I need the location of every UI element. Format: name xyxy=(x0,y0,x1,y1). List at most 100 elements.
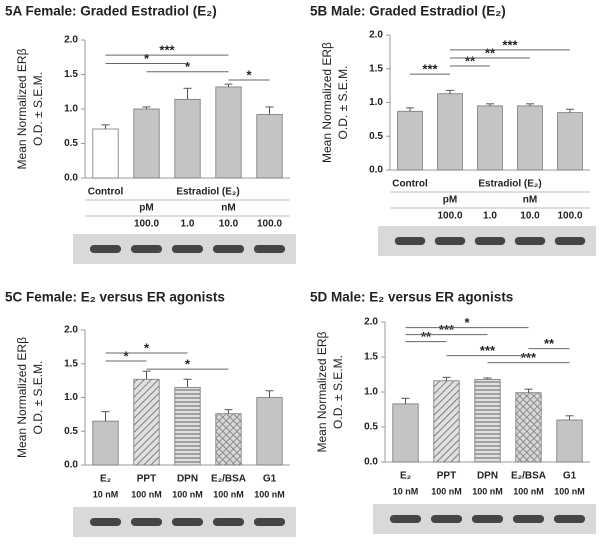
error-bar xyxy=(446,89,454,94)
unit-label: nM xyxy=(221,203,235,214)
bar xyxy=(215,86,242,179)
significance-label: * xyxy=(246,67,252,82)
significance-label: * xyxy=(185,357,191,372)
y-axis-label: O.D. ± S.E.M. xyxy=(31,361,45,435)
blot-band xyxy=(253,245,286,253)
blot-band xyxy=(430,515,463,523)
error-bar xyxy=(442,376,451,381)
x-tick-label: 100.0 xyxy=(134,219,159,230)
group-label: Control xyxy=(88,187,124,198)
panel-title: 5C Female: E₂ versus ER agonists xyxy=(5,290,225,305)
dose-label: 100 nM xyxy=(254,489,285,499)
group-label: Control xyxy=(392,179,428,190)
y-axis-label: O.D. ± S.E.M. xyxy=(331,355,345,429)
blot-band xyxy=(212,245,245,253)
y-tick-label: 0.0 xyxy=(364,457,378,468)
significance-label: * xyxy=(123,348,129,363)
y-tick-label: 2.0 xyxy=(364,317,378,328)
dose-label: 100 nM xyxy=(213,489,244,499)
significance-label: ** xyxy=(544,336,555,351)
bar xyxy=(474,378,501,463)
y-tick-label: 0.5 xyxy=(64,426,78,437)
error-bar xyxy=(406,107,414,112)
error-bar xyxy=(142,106,151,109)
y-tick-label: 1.5 xyxy=(64,69,78,80)
significance-label: * xyxy=(144,51,150,66)
bar xyxy=(256,114,283,179)
significance-label: *** xyxy=(480,343,496,358)
x-tick-label: E₂ xyxy=(400,471,411,482)
blot-band xyxy=(89,518,122,526)
blot-band xyxy=(553,515,586,523)
blot-band xyxy=(171,518,204,526)
blot-band xyxy=(514,237,546,245)
dose-label: 100 nM xyxy=(131,489,162,499)
group-label: Estradiol (E₂) xyxy=(478,179,541,190)
dose-label: 10 nM xyxy=(393,486,419,496)
x-tick-label: 1.0 xyxy=(181,219,195,230)
error-bar xyxy=(524,388,533,393)
blot-band xyxy=(394,237,426,245)
x-tick-label: DPN xyxy=(477,471,498,482)
bar xyxy=(174,386,201,466)
x-tick-label: PPT xyxy=(137,474,156,485)
significance-label: *** xyxy=(159,43,175,58)
x-tick-label: 10.0 xyxy=(219,219,239,230)
error-bar xyxy=(183,378,192,388)
x-tick-label: G1 xyxy=(563,471,577,482)
y-tick-label: 1.5 xyxy=(364,352,378,363)
error-bar xyxy=(224,83,233,87)
y-tick-label: 1.0 xyxy=(64,392,78,403)
error-bar xyxy=(526,103,534,106)
y-tick-label: 1.0 xyxy=(364,387,378,398)
y-tick-label: 2.0 xyxy=(64,35,78,46)
blot-band xyxy=(389,515,422,523)
bar xyxy=(133,378,160,466)
significance-label: * xyxy=(464,315,470,330)
x-tick-label: E₂/BSA xyxy=(511,471,546,482)
error-bar xyxy=(101,124,110,130)
bar xyxy=(477,105,503,171)
dose-label: 100 nM xyxy=(431,486,462,496)
blot-band xyxy=(130,245,163,253)
error-bar xyxy=(265,106,274,115)
blot-band xyxy=(512,515,545,523)
y-tick-label: 0.0 xyxy=(369,165,383,176)
bar xyxy=(174,98,201,179)
significance-label: ** xyxy=(485,45,496,60)
x-tick-label: 100.0 xyxy=(557,211,582,222)
bar xyxy=(433,380,460,463)
blot-band xyxy=(474,237,506,245)
blot-band xyxy=(89,245,122,253)
x-tick-label: DPN xyxy=(177,474,198,485)
y-axis-label: Mean Normalized ERβ xyxy=(15,48,29,169)
significance-label: *** xyxy=(422,62,438,77)
y-tick-label: 2.0 xyxy=(64,325,78,336)
group-label: Estradiol (E₂) xyxy=(176,187,239,198)
error-bar xyxy=(265,390,274,398)
unit-label: pM xyxy=(443,195,457,206)
error-bar xyxy=(486,103,494,106)
error-bar xyxy=(183,87,192,100)
y-tick-label: 0.0 xyxy=(64,460,78,471)
blot-band xyxy=(471,515,504,523)
y-tick-label: 1.0 xyxy=(369,97,383,108)
bar xyxy=(397,110,423,171)
bar xyxy=(557,112,583,171)
panel-title: 5B Male: Graded Estradiol (E₂) xyxy=(310,4,506,19)
blot-band xyxy=(554,237,586,245)
significance-label: *** xyxy=(439,322,455,337)
bar xyxy=(92,128,119,179)
y-axis-label: O.D. ± S.E.M. xyxy=(336,66,350,140)
blot-band xyxy=(434,237,466,245)
dose-label: 100 nM xyxy=(513,486,544,496)
significance-label: *** xyxy=(502,37,518,52)
unit-label: nM xyxy=(523,195,537,206)
error-bar xyxy=(565,415,574,420)
bar xyxy=(92,420,119,466)
blot-band xyxy=(130,518,163,526)
dose-label: 100 nM xyxy=(554,486,585,496)
y-tick-label: 2.0 xyxy=(369,30,383,41)
blot-band xyxy=(212,518,245,526)
bar xyxy=(392,403,419,463)
